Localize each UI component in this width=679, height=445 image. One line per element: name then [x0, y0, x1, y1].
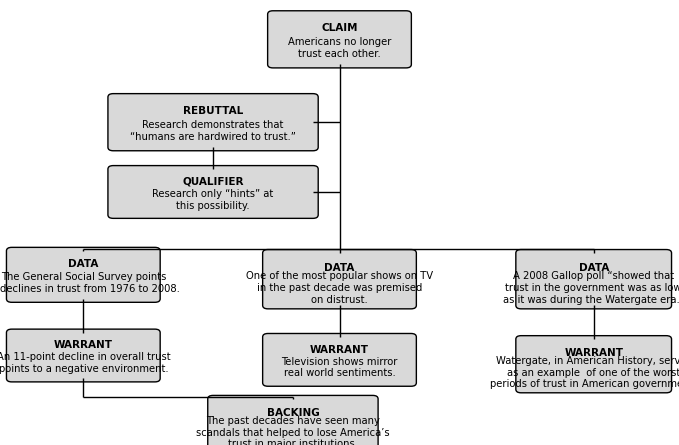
Text: Television shows mirror
real world sentiments.: Television shows mirror real world senti…	[281, 357, 398, 378]
Text: REBUTTAL: REBUTTAL	[183, 106, 243, 116]
Text: Research demonstrates that
“humans are hardwired to trust.”: Research demonstrates that “humans are h…	[130, 120, 296, 142]
Text: WARRANT: WARRANT	[54, 340, 113, 350]
FancyBboxPatch shape	[263, 250, 416, 309]
Text: DATA: DATA	[579, 263, 609, 273]
Text: Americans no longer
trust each other.: Americans no longer trust each other.	[288, 37, 391, 59]
FancyBboxPatch shape	[108, 166, 318, 218]
Text: Watergate, in American History, serves
as an example  of one of the worst
period: Watergate, in American History, serves a…	[490, 356, 679, 389]
Text: One of the most popular shows on TV
in the past decade was premised
on distrust.: One of the most popular shows on TV in t…	[246, 271, 433, 305]
FancyBboxPatch shape	[7, 329, 160, 382]
Text: QUALIFIER: QUALIFIER	[183, 177, 244, 187]
Text: BACKING: BACKING	[267, 408, 319, 418]
Text: A 2008 Gallop poll “showed that
trust in the government was as low
as it was dur: A 2008 Gallop poll “showed that trust in…	[502, 271, 679, 305]
FancyBboxPatch shape	[516, 250, 672, 309]
FancyBboxPatch shape	[108, 93, 318, 151]
Text: WARRANT: WARRANT	[310, 345, 369, 355]
FancyBboxPatch shape	[208, 396, 378, 445]
FancyBboxPatch shape	[268, 11, 411, 68]
Text: CLAIM: CLAIM	[321, 23, 358, 33]
Text: The General Social Survey points
to declines in trust from 1976 to 2008.: The General Social Survey points to decl…	[0, 272, 180, 294]
Text: DATA: DATA	[325, 263, 354, 273]
FancyBboxPatch shape	[7, 247, 160, 302]
Text: WARRANT: WARRANT	[564, 348, 623, 358]
Text: An 11-point decline in overall trust
points to a negative environment.: An 11-point decline in overall trust poi…	[0, 352, 170, 374]
FancyBboxPatch shape	[263, 333, 416, 386]
Text: The past decades have seen many
scandals that helped to lose America’s
trust in : The past decades have seen many scandals…	[196, 416, 390, 445]
FancyBboxPatch shape	[516, 336, 672, 393]
Text: Research only “hints” at
this possibility.: Research only “hints” at this possibilit…	[153, 189, 274, 210]
Text: DATA: DATA	[68, 259, 98, 269]
